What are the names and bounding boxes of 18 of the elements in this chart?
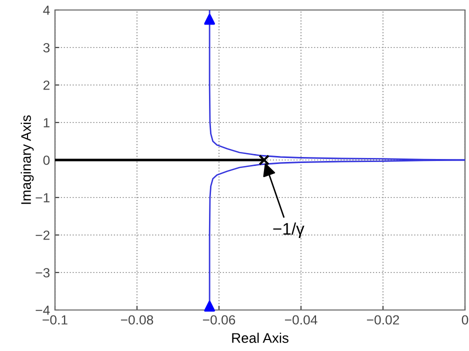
x-tick-label: −0.04 xyxy=(284,315,318,325)
x-tick-label: −0.02 xyxy=(366,315,400,325)
y-tick-label: 0 xyxy=(43,156,50,165)
y-tick-label: 3 xyxy=(43,43,50,52)
y-tick-label: 2 xyxy=(43,80,50,90)
x-tick-label: −0.08 xyxy=(120,315,154,325)
y-tick-label: −1 xyxy=(36,193,50,202)
y-tick-label: 4 xyxy=(43,6,50,15)
annotation: −1/γ xyxy=(273,222,304,238)
y-tick-label: −3 xyxy=(36,268,50,278)
x-tick-label: −0.06 xyxy=(202,315,236,325)
x-tick-label: 0 xyxy=(462,315,468,325)
x-axis-title: Real Axis xyxy=(232,332,288,343)
y-tick-label: −2 xyxy=(36,230,50,240)
y-tick-label: −4 xyxy=(36,306,50,315)
x-tick-label: −0.1 xyxy=(42,315,68,325)
y-axis-title: Imaginary Axis xyxy=(20,115,34,204)
y-tick-label: 1 xyxy=(44,118,50,128)
